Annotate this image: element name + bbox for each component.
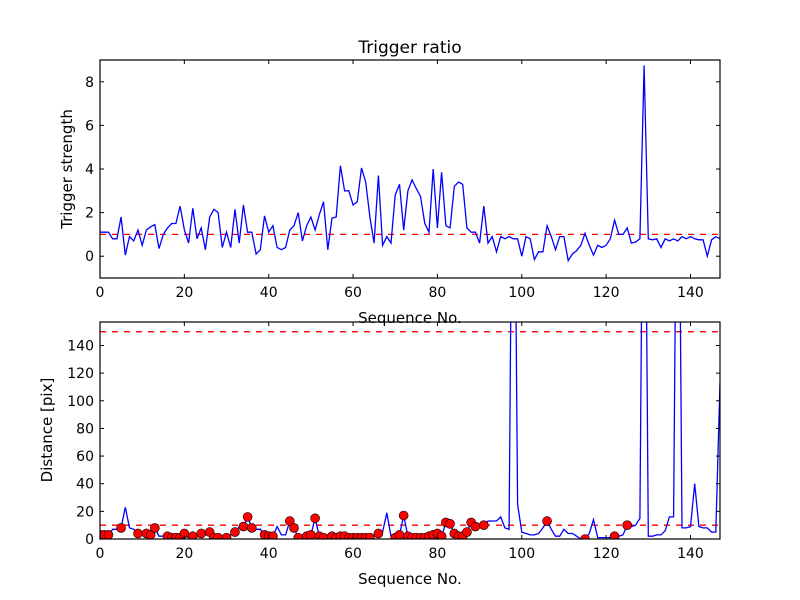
distance-marker-point <box>116 523 126 533</box>
distance-marker-point <box>247 523 257 533</box>
distance-marker-point <box>373 528 384 539</box>
distance-y-tick-label: 0 <box>85 532 94 548</box>
trigger-x-tick-label: 140 <box>677 285 704 301</box>
distance-marker-point <box>394 530 405 539</box>
trigger-y-tick-label: 0 <box>85 249 94 265</box>
distance-marker-point <box>238 521 249 532</box>
distance-x-tick-label: 40 <box>260 546 278 562</box>
distance-y-tick-label: 80 <box>76 421 94 437</box>
distance-y-tick-label: 140 <box>67 338 94 354</box>
distance-y-tick-label: 40 <box>76 477 94 493</box>
trigger-x-tick-label: 0 <box>96 285 105 301</box>
distance-y-tick-label: 20 <box>76 504 94 520</box>
top-y-axis-label: Trigger strength <box>58 109 76 230</box>
distance-marker-point <box>242 512 253 522</box>
distance-axes: 0 20 40 60 80 100 120 140 0 20 40 60 80 100 120 140 <box>67 321 721 562</box>
trigger-strength-axes: 0 20 40 60 80 100 120 140 0 2 4 6 8 <box>85 59 721 301</box>
trigger-x-tick-label: 40 <box>260 285 278 301</box>
distance-marker-point <box>150 523 160 533</box>
bottom-x-axis-label: Sequence No. <box>358 570 462 588</box>
distance-marker-point <box>462 527 472 537</box>
trigger-x-tick-label: 60 <box>344 285 362 301</box>
distance-marker-point <box>479 520 489 530</box>
distance-x-tick-label: 80 <box>429 546 447 562</box>
distance-y-tick-label: 120 <box>67 366 94 382</box>
distance-x-tick-label: 0 <box>96 546 105 562</box>
distance-y-tick-label: 100 <box>67 394 94 410</box>
distance-x-tick-label: 100 <box>508 546 535 562</box>
distance-marker-point <box>289 523 299 533</box>
distance-marker-point <box>196 528 207 539</box>
distance-plot-area <box>100 322 720 539</box>
distance-frame <box>99 321 721 540</box>
distance-x-tick-label: 20 <box>175 546 193 562</box>
bottom-y-axis-label: Distance [pix] <box>38 378 56 483</box>
trigger-y-tick-label: 6 <box>85 118 94 134</box>
trigger-x-tick-label: 80 <box>429 285 447 301</box>
distance-x-tick-label: 120 <box>593 546 620 562</box>
distance-marker-point <box>398 510 409 521</box>
trigger-x-tick-label: 120 <box>593 285 620 301</box>
distance-marker-point <box>230 527 240 537</box>
distance-marker-point <box>580 534 590 539</box>
trigger-x-tick-label: 100 <box>508 285 535 301</box>
distance-marker-point <box>221 532 232 539</box>
distance-marker-point <box>213 532 223 539</box>
distance-marker-point <box>103 530 114 539</box>
trigger-series-line <box>100 65 720 263</box>
distance-marker-point <box>187 531 198 539</box>
distance-marker-point <box>365 532 375 539</box>
trigger-x-tick-label: 20 <box>175 285 193 301</box>
trigger-frame <box>99 59 721 279</box>
trigger-plot-area <box>100 65 720 263</box>
trigger-y-tick-label: 8 <box>85 75 94 91</box>
distance-marker-point <box>145 530 156 539</box>
distance-x-tick-label: 140 <box>677 546 704 562</box>
distance-series-line <box>100 322 720 539</box>
top-x-axis-label: Sequence No. <box>358 309 462 327</box>
distance-marker-point <box>306 530 316 539</box>
distance-marker-point <box>622 520 633 530</box>
trigger-y-tick-label: 2 <box>85 206 94 222</box>
distance-marker-point <box>470 521 481 532</box>
distance-marker-point <box>284 516 295 526</box>
distance-marker-point <box>542 516 552 526</box>
trigger-y-tick-label: 4 <box>85 162 94 178</box>
distance-marker-point <box>445 518 455 529</box>
distance-x-tick-label: 60 <box>344 546 362 562</box>
chart-title: Trigger ratio <box>357 38 461 58</box>
distance-marker-point <box>318 532 329 539</box>
distance-marker-point <box>133 528 143 539</box>
distance-marker-point <box>310 513 320 524</box>
distance-y-tick-label: 60 <box>76 449 94 465</box>
distance-marker-point <box>609 531 620 539</box>
distance-marker-point <box>293 532 304 539</box>
